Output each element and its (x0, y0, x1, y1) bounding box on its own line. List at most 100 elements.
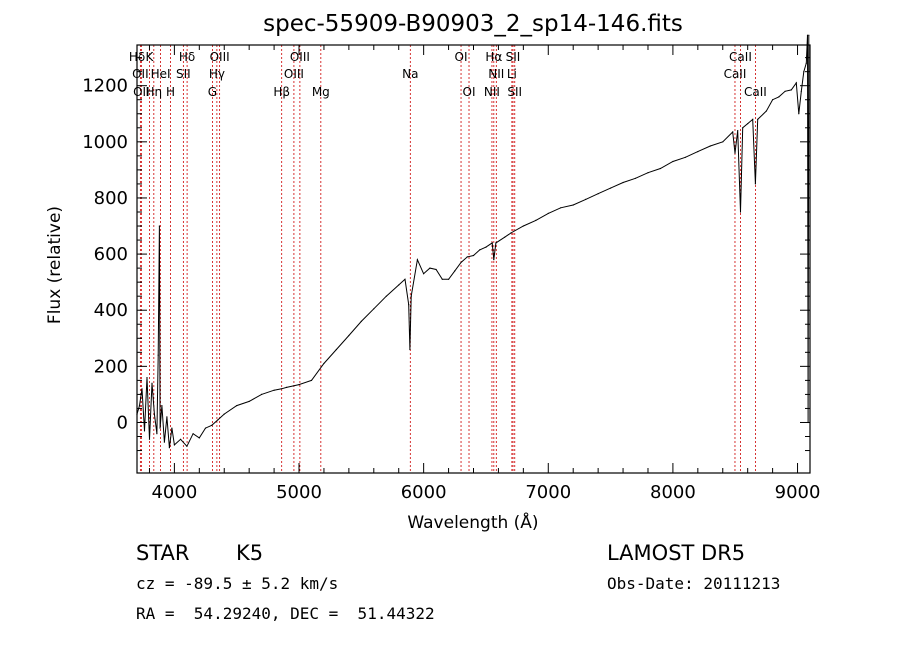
spectrum-point-11 (159, 427, 161, 429)
x-tick-label: 4000 (151, 482, 197, 503)
spectrum-point-50 (448, 278, 450, 280)
spectrum-point-26 (236, 405, 238, 407)
spectrum-point-100 (808, 34, 810, 36)
spectrum-point-1 (138, 405, 141, 407)
spectrum-point-54 (472, 254, 475, 257)
spectrum-point-58 (493, 259, 495, 261)
y-tick-label: 400 (94, 300, 128, 321)
spectrum-point-80 (734, 152, 736, 154)
spectrum-point-19 (186, 445, 188, 447)
spectrum-point-33 (310, 379, 313, 381)
spectrum-point-35 (335, 348, 337, 351)
spectrum-point-39 (385, 295, 387, 297)
spectrum-point-77 (709, 145, 711, 147)
x-axis-label: Wavelength (Å) (407, 511, 538, 533)
spectral-line-label-15: NII (488, 67, 504, 81)
spectrum-point-64 (547, 212, 549, 214)
spectrum-point-66 (572, 204, 574, 206)
spectrum-point-92 (790, 89, 792, 91)
spectrum-point-43 (409, 348, 411, 351)
spectral-line-label-11: SII (176, 67, 191, 81)
x-tick-label: 6000 (401, 482, 447, 503)
spectrum-point-25 (223, 413, 225, 415)
redshift-velocity: cz = -89.5 ± 5.2 km/s (136, 574, 339, 593)
spectrum-point-2 (141, 388, 143, 390)
spectrum-point-24 (217, 419, 219, 421)
spectrum-point-41 (404, 278, 406, 280)
spectrum-point-63 (535, 219, 537, 221)
spectral-line-label-25: NII (484, 85, 500, 99)
coordinates: RA = 54.29240, DEC = 51.44322 (136, 604, 435, 623)
spectral-line-label-2: Hδ (179, 50, 195, 64)
spectrum-point-51 (454, 270, 456, 272)
spectrum-point-89 (772, 99, 774, 101)
y-axis: 0 200 400 600 800 1000 1200 (82, 57, 810, 452)
spectral-line-label-7: SII (506, 50, 521, 64)
y-tick-label: 200 (94, 356, 128, 377)
spectral-line-label-10: HeI (151, 67, 171, 81)
spectrum-point-48 (435, 268, 437, 271)
spectrum-point-68 (597, 193, 599, 195)
spectrum-point-73 (659, 167, 662, 170)
spectrum-point-49 (441, 278, 443, 280)
spectral-line-label-27: CaII (744, 85, 767, 99)
x-tick-label: 7000 (525, 482, 571, 503)
spectrum-point-28 (261, 393, 263, 395)
chart-title: spec-55909-B90903_2_sp14-146.fits (263, 11, 683, 37)
y-tick-label: 0 (117, 412, 128, 433)
spectrum-point-31 (286, 386, 288, 388)
y-tick-label: 800 (94, 188, 128, 209)
x-tick-label: 5000 (276, 482, 322, 503)
spectrum-point-7 (153, 413, 155, 415)
spectrum-point-94 (798, 113, 800, 115)
spectrum-point-15 (168, 447, 170, 449)
spectrum-point-85 (752, 118, 754, 120)
spectrum-point-90 (778, 96, 780, 98)
observation-date: Obs-Date: 20111213 (607, 574, 781, 593)
spectrum-point-74 (672, 160, 674, 163)
spectrum-point-21 (198, 437, 200, 439)
spectrum-point-76 (697, 151, 699, 153)
spectrum-point-52 (460, 261, 462, 264)
spectral-line-label-20: H (166, 85, 175, 99)
spectrum-point-69 (610, 187, 612, 189)
spectrum-point-4 (146, 377, 148, 379)
object-subclass: K5 (236, 541, 264, 565)
spectrum-point-20 (192, 433, 194, 435)
spectral-line-label-16: Li (507, 67, 517, 81)
spectral-line-label-19: Hη (146, 85, 163, 99)
spectrum-point-79 (732, 131, 734, 133)
spectrum-point-71 (634, 177, 637, 179)
spectrum-point-84 (747, 123, 749, 125)
spectrum-point-12 (161, 405, 163, 407)
spectrum-point-70 (622, 181, 624, 184)
spectral-line-label-26: SII (507, 85, 522, 99)
spectrum-point-87 (757, 118, 759, 120)
spectrum-point-86 (754, 183, 757, 185)
spectrum-point-22 (204, 427, 207, 429)
spectrum-point-29 (273, 389, 275, 391)
spectrum-point-56 (485, 246, 487, 248)
spectral-line-label-14: Na (402, 67, 418, 81)
spectral-line-label-8: CaII (729, 50, 752, 64)
spectrum-point-60 (504, 236, 506, 238)
spectrum-point-53 (466, 256, 468, 258)
spectrum-point-18 (180, 438, 182, 440)
spectrum-point-95 (800, 90, 802, 92)
spectrum-point-27 (248, 400, 250, 402)
spectral-line-label-21: G (208, 85, 217, 99)
spectrum-point-98 (806, 34, 809, 36)
spectrum-point-81 (737, 130, 739, 132)
spectrum-point-65 (560, 207, 562, 209)
spectrum-point-37 (360, 320, 362, 322)
spectrum-point-47 (429, 267, 431, 269)
spectrum-point-62 (522, 225, 525, 227)
spectral-line-label-24: OI (463, 85, 476, 99)
y-tick-label: 600 (94, 244, 128, 265)
spectrum-point-14 (166, 416, 168, 418)
spectrum-point-16 (171, 427, 173, 429)
spectrum-point-72 (647, 172, 649, 174)
y-tick-label: 1200 (82, 76, 128, 97)
